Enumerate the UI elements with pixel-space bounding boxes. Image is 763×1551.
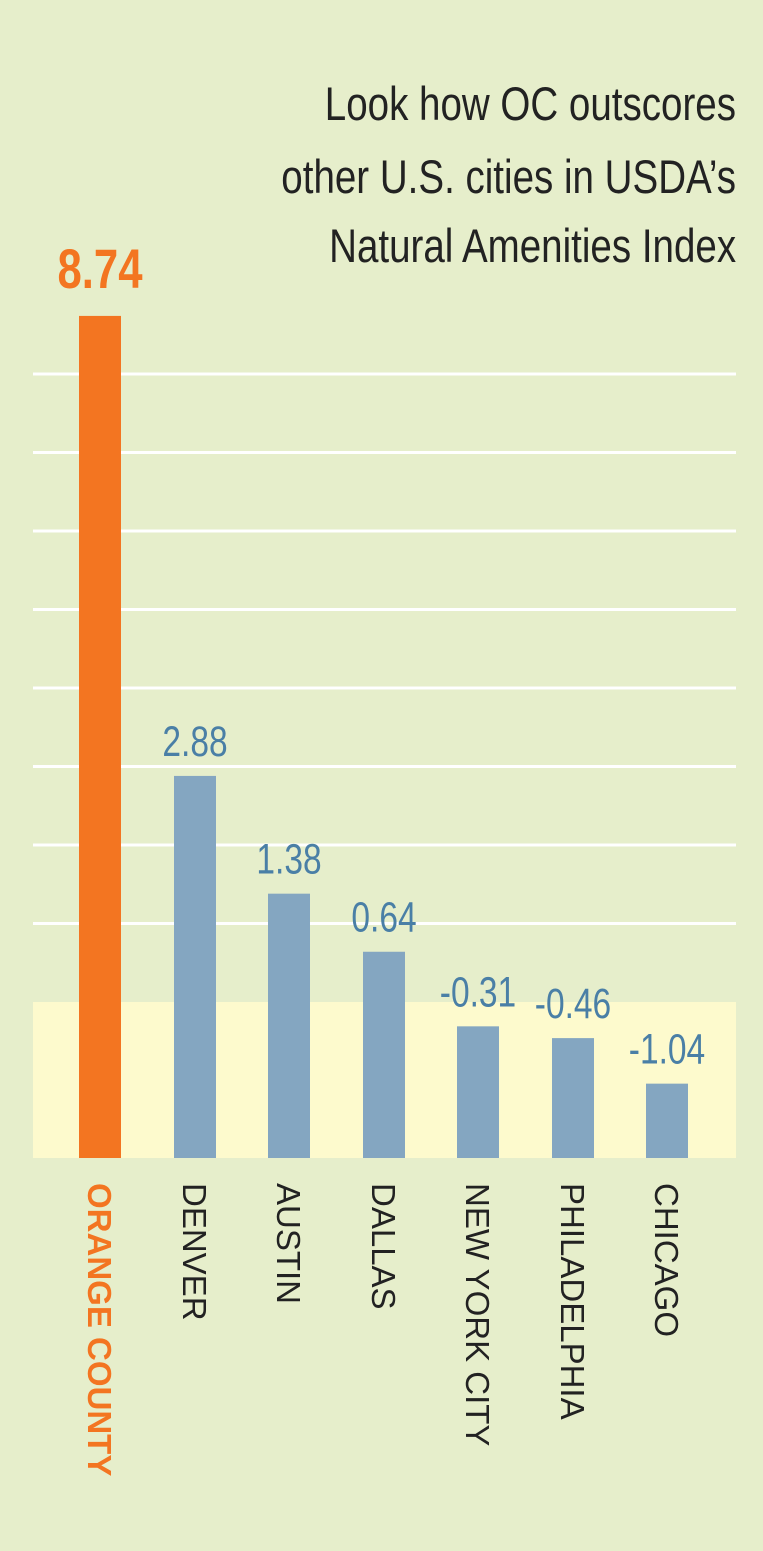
bar-denver: [174, 775, 216, 1158]
bar-chicago: [646, 1083, 688, 1158]
category-label: PHILADELPHIA: [554, 1183, 591, 1420]
chart-title-line-1: Look how OC outscores: [325, 78, 736, 130]
chart-title-line-2: other U.S. cities in USDA’s: [281, 151, 736, 203]
data-label: 2.88: [162, 718, 227, 766]
data-label: -0.31: [440, 968, 516, 1016]
category-label: DALLAS: [365, 1183, 402, 1310]
bar-orange-county: [79, 315, 121, 1158]
bar-dallas: [363, 951, 405, 1158]
bar-philadelphia: [552, 1038, 594, 1158]
category-label: ORANGE COUNTY: [81, 1183, 118, 1476]
gridlines: [33, 372, 736, 925]
chart-title-line-3: Natural Amenities Index: [329, 220, 736, 272]
category-label: CHICAGO: [648, 1183, 685, 1337]
bar-austin: [268, 893, 310, 1158]
category-label: NEW YORK CITY: [459, 1183, 496, 1446]
value-labels: 8.74 2.88 1.38 0.64 -0.31 -0.46 -1.04: [58, 238, 706, 1074]
category-label: AUSTIN: [270, 1183, 307, 1304]
data-label: -1.04: [629, 1026, 705, 1074]
data-label: -0.46: [535, 980, 611, 1028]
data-label: 8.74: [58, 238, 143, 300]
bar-new-york-city: [457, 1026, 499, 1158]
data-label: 1.38: [256, 836, 321, 884]
chart-title: Look how OC outscores other U.S. cities …: [281, 78, 736, 272]
bars: [79, 315, 688, 1158]
category-labels: ORANGE COUNTY DENVER AUSTIN DALLAS NEW YORK …: [81, 1183, 685, 1476]
category-label: DENVER: [176, 1183, 213, 1321]
data-label: 0.64: [351, 894, 416, 942]
